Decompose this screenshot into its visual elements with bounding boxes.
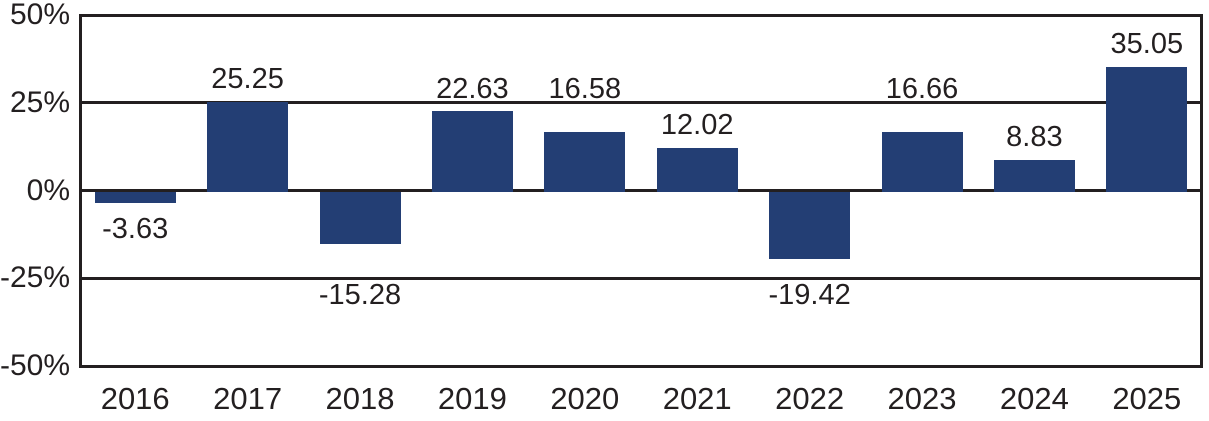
value-label-2025: 35.05 xyxy=(1110,28,1184,61)
x-tick-2019: 2019 xyxy=(437,381,507,416)
x-tick-2022: 2022 xyxy=(775,381,845,416)
y-tick-25: 25% xyxy=(9,85,70,119)
bar-2019 xyxy=(431,111,513,192)
bar-2023 xyxy=(881,132,963,192)
x-tick-2017: 2017 xyxy=(213,381,283,416)
x-tick-2025: 2025 xyxy=(1112,381,1182,416)
value-label-2020: 16.58 xyxy=(548,72,622,105)
y-tick--50: -50% xyxy=(0,349,71,382)
y-tick-50: 50% xyxy=(9,0,70,31)
bar-2016 xyxy=(94,192,176,204)
x-tick-2023: 2023 xyxy=(887,381,957,416)
bar-2021 xyxy=(656,148,738,192)
value-label-2019: 22.63 xyxy=(436,72,509,105)
value-label-2021: 12.02 xyxy=(660,109,734,142)
x-tick-2024: 2024 xyxy=(999,381,1069,416)
bar-2017 xyxy=(207,101,289,192)
x-tick-2021: 2021 xyxy=(662,381,732,416)
gridline-0 xyxy=(82,189,1200,192)
gridline--25 xyxy=(82,276,1200,280)
value-label-2023: 16.66 xyxy=(885,72,959,105)
bar-2025 xyxy=(1106,67,1188,192)
y-tick--25: -25% xyxy=(0,261,71,295)
x-tick-2020: 2020 xyxy=(550,381,620,416)
x-tick-2016: 2016 xyxy=(100,381,170,416)
value-label-2022: -19.42 xyxy=(768,279,851,312)
value-label-2016: -3.63 xyxy=(102,213,169,246)
bar-2022 xyxy=(769,192,851,259)
y-tick-0: 0% xyxy=(26,173,70,207)
x-tick-2018: 2018 xyxy=(325,381,395,416)
value-label-2024: 8.83 xyxy=(1006,120,1063,153)
bar-2018 xyxy=(319,192,401,245)
value-label-2017: 25.25 xyxy=(211,62,284,95)
value-label-2018: -15.28 xyxy=(318,279,402,312)
gridline-25 xyxy=(82,101,1200,105)
bar-2024 xyxy=(993,159,1075,192)
bar-2020 xyxy=(544,132,626,192)
